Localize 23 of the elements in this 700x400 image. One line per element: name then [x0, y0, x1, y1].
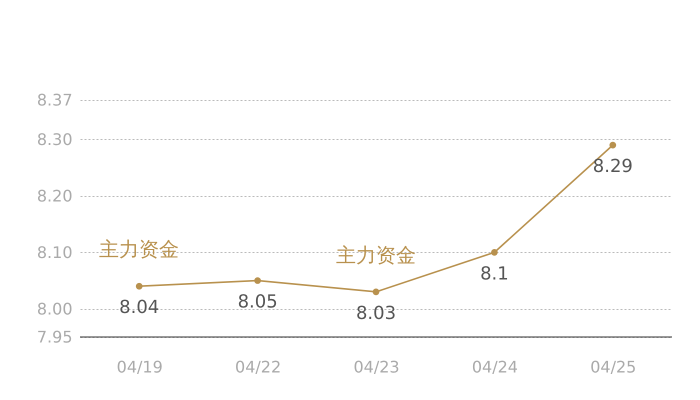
y-tick-label: 8.37 — [36, 90, 72, 110]
x-tick-label: 04/25 — [590, 358, 636, 376]
y-tick-label: 8.00 — [36, 299, 72, 318]
y-tick-label: 8.30 — [36, 130, 72, 149]
point — [372, 288, 380, 296]
x-tick-label: 04/23 — [353, 358, 400, 376]
y-tick-label: 7.95 — [36, 328, 72, 346]
point — [136, 282, 143, 290]
x-tick-label: 04/22 — [235, 358, 282, 376]
y-tick-label: 8.20 — [36, 186, 72, 206]
point — [609, 142, 616, 148]
data-label: 8.29 — [592, 156, 633, 178]
x-tick-label: 04/24 — [472, 358, 518, 376]
data-label: 8.04 — [119, 297, 160, 318]
data-label: 8.05 — [238, 292, 278, 313]
annotation: 主力资金 — [99, 237, 180, 262]
y-tick-label: 8.10 — [36, 242, 72, 262]
annotation: 主力资金 — [336, 242, 416, 267]
data-label: 8.1 — [480, 263, 509, 284]
x-tick-label: 04/19 — [116, 358, 163, 376]
point — [491, 249, 498, 256]
point — [254, 277, 261, 284]
data-label: 8.03 — [356, 302, 396, 324]
